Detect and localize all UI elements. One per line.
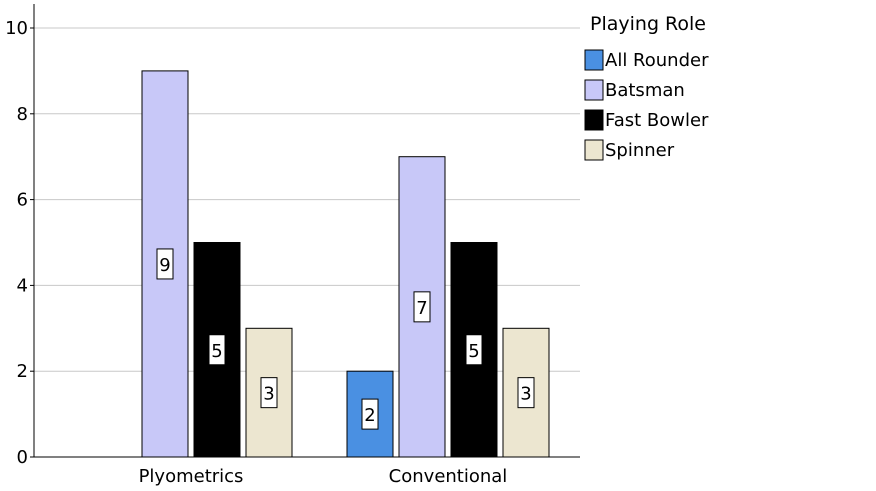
data-label: 7 (416, 298, 427, 319)
legend-label: All Rounder (605, 50, 709, 71)
legend-swatch (584, 79, 604, 101)
x-category-label: Plyometrics (139, 466, 244, 487)
data-label-box (156, 248, 174, 280)
legend-label: Fast Bowler (605, 110, 709, 131)
data-label: 3 (520, 384, 531, 405)
data-label-box (517, 377, 535, 409)
axes: 0 2 4 6 8 10 Plyometrics Conventional (5, 4, 580, 487)
data-label: 5 (211, 341, 222, 362)
data-label-box (260, 377, 278, 409)
y-tick-label: 0 (17, 447, 28, 468)
legend: Playing Role All Rounder Batsman Fast Bowle… (584, 13, 709, 161)
data-label-box (465, 334, 483, 366)
y-tick-label: 10 (5, 18, 28, 39)
data-label: 5 (468, 341, 479, 362)
legend-title: Playing Role (590, 13, 706, 35)
gridlines (34, 27, 580, 372)
data-label: 2 (364, 405, 375, 426)
data-label-box (413, 291, 431, 323)
data-label: 3 (263, 384, 274, 405)
x-category-label: Conventional (389, 466, 508, 487)
y-tick-label: 6 (17, 190, 28, 211)
legend-label: Batsman (605, 80, 685, 101)
y-tick-label: 2 (17, 361, 28, 382)
y-tick-label: 8 (17, 104, 28, 125)
legend-swatch (584, 109, 604, 131)
legend-swatch (584, 139, 604, 161)
bars: 9 5 3 2 7 5 3 (141, 70, 550, 458)
data-label-box (208, 334, 226, 366)
data-label-box (361, 398, 379, 430)
data-label: 9 (159, 255, 170, 276)
y-tick-label: 4 (17, 275, 28, 296)
legend-swatch (584, 49, 604, 71)
legend-label: Spinner (605, 140, 675, 161)
